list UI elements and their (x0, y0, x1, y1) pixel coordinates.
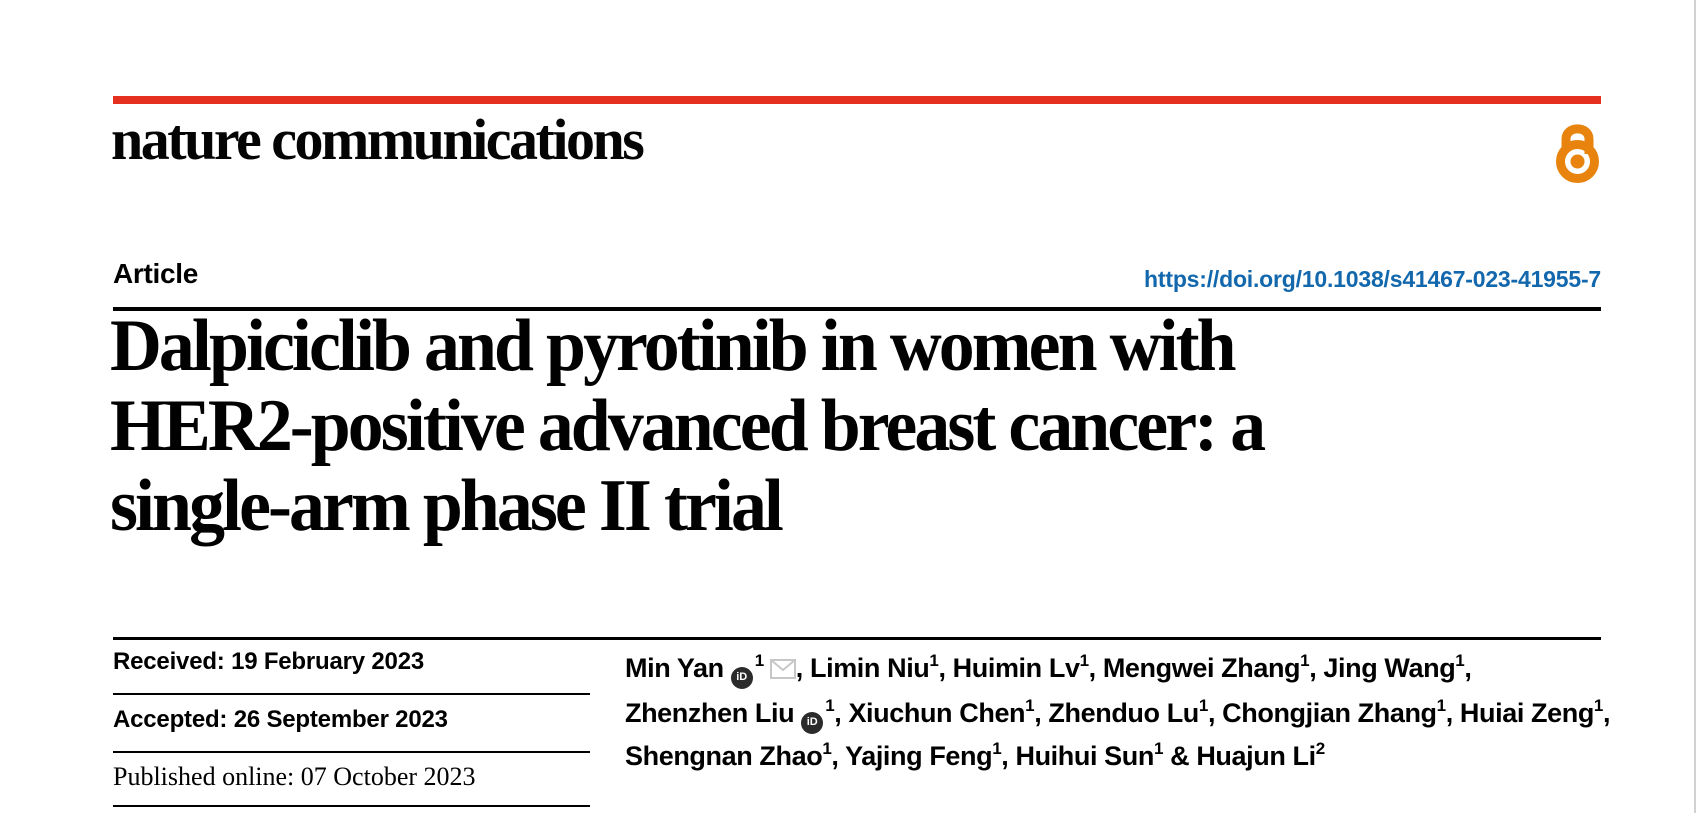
brand-red-bar (113, 96, 1601, 104)
author-line-2: Zhenzhen Liu iD1, Xiuchun Chen1, Zhenduo … (625, 692, 1611, 735)
affiliation-sup: 1 (1025, 696, 1035, 715)
title-line-1: Dalpiciclib and pyrotinib in women with (110, 305, 1237, 387)
received-date: Received: 19 February 2023 (113, 648, 424, 676)
dates-divider-rule (113, 693, 590, 695)
author-name: , Chongjian Zhang (1207, 698, 1437, 728)
author-separator: , (1602, 698, 1611, 728)
affiliation-sup: 1 (1455, 651, 1465, 670)
header-divider-rule (113, 307, 1601, 311)
author-name: & Huajun Li (1163, 741, 1316, 771)
affiliation-sup: 1 (1198, 696, 1208, 715)
accepted-value: 26 September 2023 (233, 706, 448, 733)
author-line-1: Min Yan iD1, Limin Niu1, Huimin Lv1, Meng… (625, 647, 1610, 692)
dates-divider-rule (113, 805, 590, 807)
published-value: 07 October 2023 (300, 762, 476, 791)
affiliation-sup: 1 (825, 696, 835, 715)
page-right-edge-divider (1694, 0, 1696, 813)
article-title: Dalpiciclib and pyrotinib in women with … (110, 306, 1299, 546)
affiliation-sup: 1 (992, 739, 1002, 758)
received-value: 19 February 2023 (231, 648, 424, 675)
author-name: , Xiuchun Chen (834, 698, 1026, 728)
accepted-date: Accepted: 26 September 2023 (113, 706, 448, 734)
metadata-top-rule (113, 637, 1601, 640)
title-line-2: HER2-positive advanced breast cancer: a (110, 385, 1266, 467)
author-name: , Huiai Zeng (1445, 698, 1595, 728)
journal-logo: nature communications (111, 107, 645, 172)
author-name: , Limin Niu (795, 653, 930, 683)
affiliation-sup: 1 (1593, 696, 1603, 715)
orcid-icon[interactable]: iD (801, 711, 824, 734)
author-name: , Huihui Sun (1001, 741, 1154, 771)
author-line-3: Shengnan Zhao1, Yajing Feng1, Huihui Sun… (625, 735, 1610, 778)
orcid-icon[interactable]: iD (730, 666, 753, 689)
affiliation-sup: 1 (1153, 739, 1164, 758)
affiliation-sup: 2 (1315, 739, 1325, 758)
author-name: Min Yan (625, 653, 724, 683)
affiliation-sup: 1 (1436, 696, 1446, 715)
affiliation-sup: 1 (754, 651, 764, 670)
open-access-icon[interactable] (1552, 110, 1602, 184)
author-name: Shengnan Zhao (625, 741, 823, 771)
author-name: Zhenzhen Liu (625, 698, 795, 728)
accepted-label: Accepted: (113, 706, 228, 733)
published-date: Published online: 07 October 2023 (113, 762, 476, 792)
dates-divider-rule (113, 751, 590, 753)
email-icon[interactable] (769, 649, 796, 692)
received-label: Received: (113, 648, 225, 675)
doi-link[interactable]: https://doi.org/10.1038/s41467-023-41955… (1144, 266, 1601, 292)
author-name: , Huimin Lv (938, 653, 1080, 683)
affiliation-sup: 1 (1300, 651, 1310, 670)
author-separator: , (1464, 653, 1472, 683)
published-label: Published online: (113, 762, 295, 791)
author-name: , Yajing Feng (831, 741, 993, 771)
article-type-label: Article (113, 258, 199, 289)
author-name: , Mengwei Zhang (1088, 653, 1301, 683)
affiliation-sup: 1 (822, 739, 832, 758)
affiliation-sup: 1 (1079, 651, 1089, 670)
author-name: , Zhenduo Lu (1034, 698, 1199, 728)
title-line-3: single-arm phase II trial (110, 465, 784, 547)
author-name: , Jing Wang (1309, 653, 1456, 683)
affiliation-sup: 1 (929, 651, 939, 670)
author-list: Min Yan iD1, Limin Niu1, Huimin Lv1, Meng… (625, 647, 1611, 778)
